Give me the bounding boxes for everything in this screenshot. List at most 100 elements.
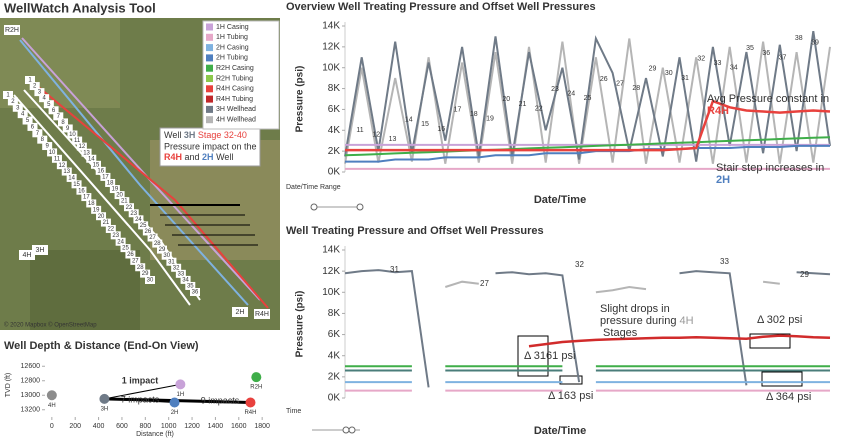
stage-label: 28: [154, 241, 161, 247]
stage-label: 28: [632, 85, 640, 92]
stage-tag: [3, 91, 13, 99]
chart-title: Well Treating Pressure and Offset Well P…: [286, 225, 544, 237]
stage-label: 8: [61, 120, 65, 126]
legend-swatch: [206, 75, 213, 82]
stage-label: 19: [112, 187, 119, 193]
well-tag: [4, 25, 20, 35]
stage-tag: [76, 142, 87, 151]
legend-label: R2H Tubing: [216, 75, 253, 82]
series-line: [345, 99, 831, 152]
stage-tag: [140, 269, 151, 278]
point-label: 1H: [177, 392, 185, 398]
stage-label: 20: [116, 193, 123, 199]
legend-swatch: [206, 33, 213, 41]
annotation: 9 impacts: [201, 395, 240, 405]
stage-tag: [119, 197, 130, 206]
y-tick-label: 12K: [322, 41, 340, 52]
stage-tag: [135, 263, 146, 272]
text: Stage 32-40: [195, 130, 247, 140]
stage-tag: [7, 97, 18, 106]
stage-label: 28: [137, 265, 144, 271]
stage-label: 34: [730, 65, 738, 72]
range-label: Date/Time Range: [286, 184, 341, 191]
stage-tag: [109, 185, 120, 194]
annotation: Slight drops in pressure during 4H Stages: [600, 303, 694, 339]
text: R4H: [164, 152, 182, 162]
well-paths: [13, 37, 269, 309]
stage-tag: [91, 205, 102, 214]
stage-tag: [95, 166, 106, 175]
stage-label: 30: [163, 253, 170, 259]
stage-label: 17: [454, 106, 462, 113]
stage-tag: [115, 237, 126, 246]
stage-label: 1: [6, 93, 10, 99]
stage-label: 16: [97, 168, 104, 174]
point: [245, 397, 256, 408]
slider-handle[interactable]: [310, 203, 318, 211]
well-label: 3H: [36, 247, 45, 254]
stage-label: 5: [26, 118, 30, 124]
stage-label: 1: [28, 78, 32, 84]
legend-swatch: [206, 95, 213, 103]
y-tick-label: 0K: [328, 167, 341, 178]
stage-label: 10: [69, 132, 76, 138]
y-tick-label: 8K: [328, 308, 341, 319]
well-label: 2H: [236, 309, 245, 316]
stage-label: 18: [107, 181, 114, 187]
stage-tag: [171, 263, 182, 272]
stage-label: 6: [52, 108, 56, 114]
stage-label: 20: [98, 214, 105, 220]
stage-label: 24: [567, 91, 575, 98]
stage-tag: [43, 100, 54, 109]
stage-tag: [100, 172, 111, 181]
stage-label: 25: [584, 95, 592, 102]
chart-title: Overview Well Treating Pressure and Offs…: [286, 1, 596, 13]
stage-label: 31: [681, 75, 689, 82]
y-axis-label: Pressure (psi): [295, 291, 306, 358]
delta-box: [517, 335, 549, 377]
stage-label: 7: [36, 131, 40, 137]
stage-label: 27: [149, 235, 156, 241]
delta-box: [749, 333, 791, 349]
slider-handle[interactable]: [348, 426, 356, 434]
x-tick-label: 1800: [254, 423, 270, 430]
point-label: 3H: [101, 406, 109, 412]
stage-label: 33: [720, 257, 729, 266]
stage-label: 38: [795, 35, 803, 42]
stage-label: 27: [480, 279, 489, 288]
range-label: Time: [286, 408, 301, 415]
legend-swatch: [206, 116, 213, 124]
stage-label: 27: [132, 258, 139, 264]
stage-label: 22: [535, 105, 543, 112]
series-line: [344, 269, 831, 388]
stage-tag: [133, 215, 144, 224]
slider-handle[interactable]: [356, 203, 364, 211]
stage-label: 11: [54, 156, 61, 162]
delta-label: Δ 364 psi: [766, 391, 811, 403]
stage-tag: [157, 245, 167, 254]
stage-label: 3: [16, 105, 20, 111]
stage-label: 9: [46, 144, 50, 150]
x-axis-label: Date/Time: [534, 425, 586, 437]
stage-label: 18: [88, 201, 95, 207]
stage-tag: [91, 160, 101, 169]
stage-label: 24: [117, 239, 124, 245]
stage-label: 37: [779, 54, 787, 61]
legend-swatch: [206, 105, 213, 113]
annotation: Avg Pressure constant in R4H: [707, 93, 829, 117]
well-label: R2H: [5, 27, 19, 34]
stage-label: 23: [112, 233, 119, 239]
stage-label: 13: [389, 136, 397, 143]
slider-handle[interactable]: [342, 426, 350, 434]
y-tick-label: 12600: [21, 363, 41, 370]
stage-label: 33: [178, 271, 185, 277]
stage-tag: [62, 124, 73, 133]
stage-tag: [27, 122, 38, 131]
text: 4H: [680, 315, 694, 327]
stage-tag: [48, 106, 59, 115]
stage-label: 5: [47, 102, 51, 108]
stage-tag: [147, 233, 158, 242]
legend-swatch: [206, 64, 213, 72]
impact-line: [104, 398, 175, 403]
text: Stair step increases in: [716, 162, 824, 174]
